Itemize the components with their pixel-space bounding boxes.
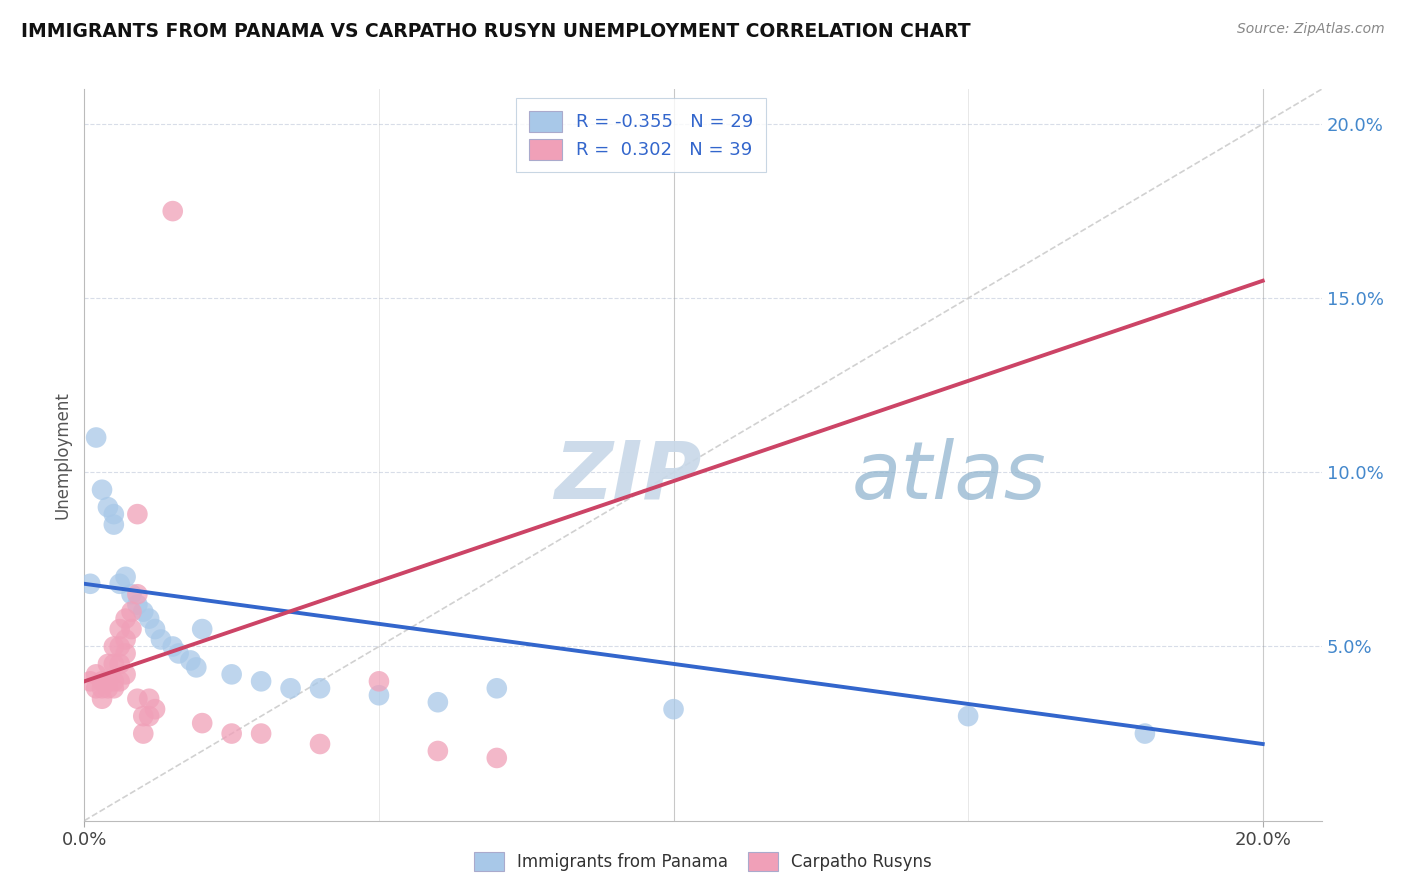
Point (121, 605, 143, 619)
Point (127, 691, 149, 706)
Point (97, 681, 120, 696)
Point (191, 716, 214, 731)
Point (162, 204, 184, 219)
Point (957, 709, 980, 723)
Point (250, 674, 273, 689)
Point (84, 681, 107, 696)
Point (221, 726, 243, 740)
Point (84, 667, 107, 681)
Point (426, 695, 449, 709)
Point (132, 709, 155, 723)
Point (114, 667, 136, 681)
Point (103, 507, 125, 521)
Point (368, 674, 391, 689)
Point (127, 507, 149, 521)
Point (103, 681, 125, 696)
Point (127, 587, 149, 601)
Point (221, 667, 243, 681)
Point (132, 726, 155, 740)
Point (138, 691, 160, 706)
Point (97, 657, 120, 671)
Point (91, 483, 114, 497)
Point (108, 657, 131, 671)
Point (84, 430, 107, 444)
Point (79, 674, 101, 689)
Point (114, 647, 136, 661)
Point (91, 691, 114, 706)
Point (97, 674, 120, 689)
Point (186, 660, 208, 674)
Point (143, 702, 166, 716)
Point (309, 681, 332, 696)
Point (1133, 726, 1156, 740)
Point (97, 500, 120, 515)
Point (103, 657, 125, 671)
Point (91, 681, 114, 696)
Text: atlas: atlas (852, 438, 1046, 516)
Text: Source: ZipAtlas.com: Source: ZipAtlas.com (1237, 22, 1385, 37)
Point (162, 640, 184, 654)
Legend: Immigrants from Panama, Carpatho Rusyns: Immigrants from Panama, Carpatho Rusyns (467, 846, 939, 878)
Point (280, 681, 302, 696)
Point (485, 751, 508, 765)
Point (485, 681, 508, 696)
Point (662, 702, 685, 716)
Point (103, 517, 125, 532)
Point (108, 674, 131, 689)
Point (114, 570, 136, 584)
Point (138, 709, 160, 723)
Point (79, 576, 101, 591)
Point (191, 622, 214, 636)
Point (114, 632, 136, 647)
Point (368, 688, 391, 702)
Point (108, 576, 131, 591)
Point (121, 587, 143, 601)
Point (121, 622, 143, 636)
Text: IMMIGRANTS FROM PANAMA VS CARPATHO RUSYN UNEMPLOYMENT CORRELATION CHART: IMMIGRANTS FROM PANAMA VS CARPATHO RUSYN… (21, 22, 970, 41)
Point (108, 622, 131, 636)
Text: ZIP: ZIP (554, 438, 702, 516)
Point (114, 612, 136, 626)
Point (103, 640, 125, 654)
Point (127, 598, 149, 612)
Point (426, 744, 449, 758)
Point (250, 726, 273, 740)
Point (167, 647, 190, 661)
Point (108, 640, 131, 654)
Point (138, 612, 160, 626)
Point (143, 622, 166, 636)
Y-axis label: Unemployment: Unemployment (53, 391, 72, 519)
Point (309, 737, 332, 751)
Point (91, 674, 114, 689)
Point (179, 653, 201, 667)
Point (132, 605, 155, 619)
Point (149, 632, 172, 647)
Point (103, 674, 125, 689)
